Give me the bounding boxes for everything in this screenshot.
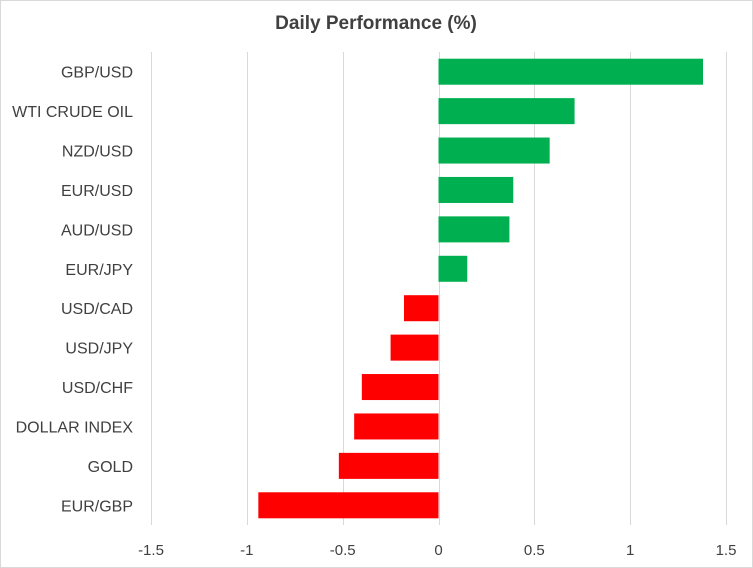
category-label: EUR/USD xyxy=(61,183,133,200)
x-tick-label: 1 xyxy=(626,542,634,559)
x-tick-label: -1 xyxy=(240,542,253,559)
bar-eur-jpy xyxy=(438,255,468,282)
bar-gbp-usd xyxy=(438,58,703,85)
bar-nzd-usd xyxy=(438,137,550,164)
x-tick-label: -0.5 xyxy=(330,542,356,559)
category-label: USD/CHF xyxy=(62,380,133,397)
category-label: EUR/JPY xyxy=(65,262,133,279)
x-tick-label: 0 xyxy=(434,542,442,559)
bars xyxy=(258,58,703,519)
bar-eur-usd xyxy=(438,176,514,203)
category-label: NZD/USD xyxy=(62,144,133,161)
category-label: USD/CAD xyxy=(61,301,133,318)
category-label: WTI CRUDE OIL xyxy=(12,104,133,121)
bar-gold xyxy=(338,452,439,479)
category-label: GOLD xyxy=(88,459,133,476)
chart-title: Daily Performance (%) xyxy=(275,13,477,34)
bar-eur-gbp xyxy=(258,492,439,519)
bar-usd-jpy xyxy=(390,334,439,361)
bar-dollar-index xyxy=(354,413,439,440)
gridlines xyxy=(151,52,727,525)
category-label: EUR/GBP xyxy=(61,498,133,515)
x-tick-label: -1.5 xyxy=(138,542,164,559)
category-labels: GBP/USD WTI CRUDE OIL NZD/USD EUR/USD AUD/US… xyxy=(12,65,133,516)
category-label: GBP/USD xyxy=(61,65,133,82)
bar-usd-cad xyxy=(404,295,439,322)
category-label: DOLLAR INDEX xyxy=(16,419,134,436)
category-label: AUD/USD xyxy=(61,222,133,239)
category-label: USD/JPY xyxy=(65,341,133,358)
x-tick-label: 1.5 xyxy=(716,542,737,559)
x-tick-label: 0.5 xyxy=(524,542,545,559)
bar-wti-crude-oil xyxy=(438,98,575,125)
x-axis-tick-labels: -1.5 -1 -0.5 0 0.5 1 1.5 xyxy=(138,542,736,559)
bar-aud-usd xyxy=(438,216,510,243)
bar-usd-chf xyxy=(361,374,439,401)
